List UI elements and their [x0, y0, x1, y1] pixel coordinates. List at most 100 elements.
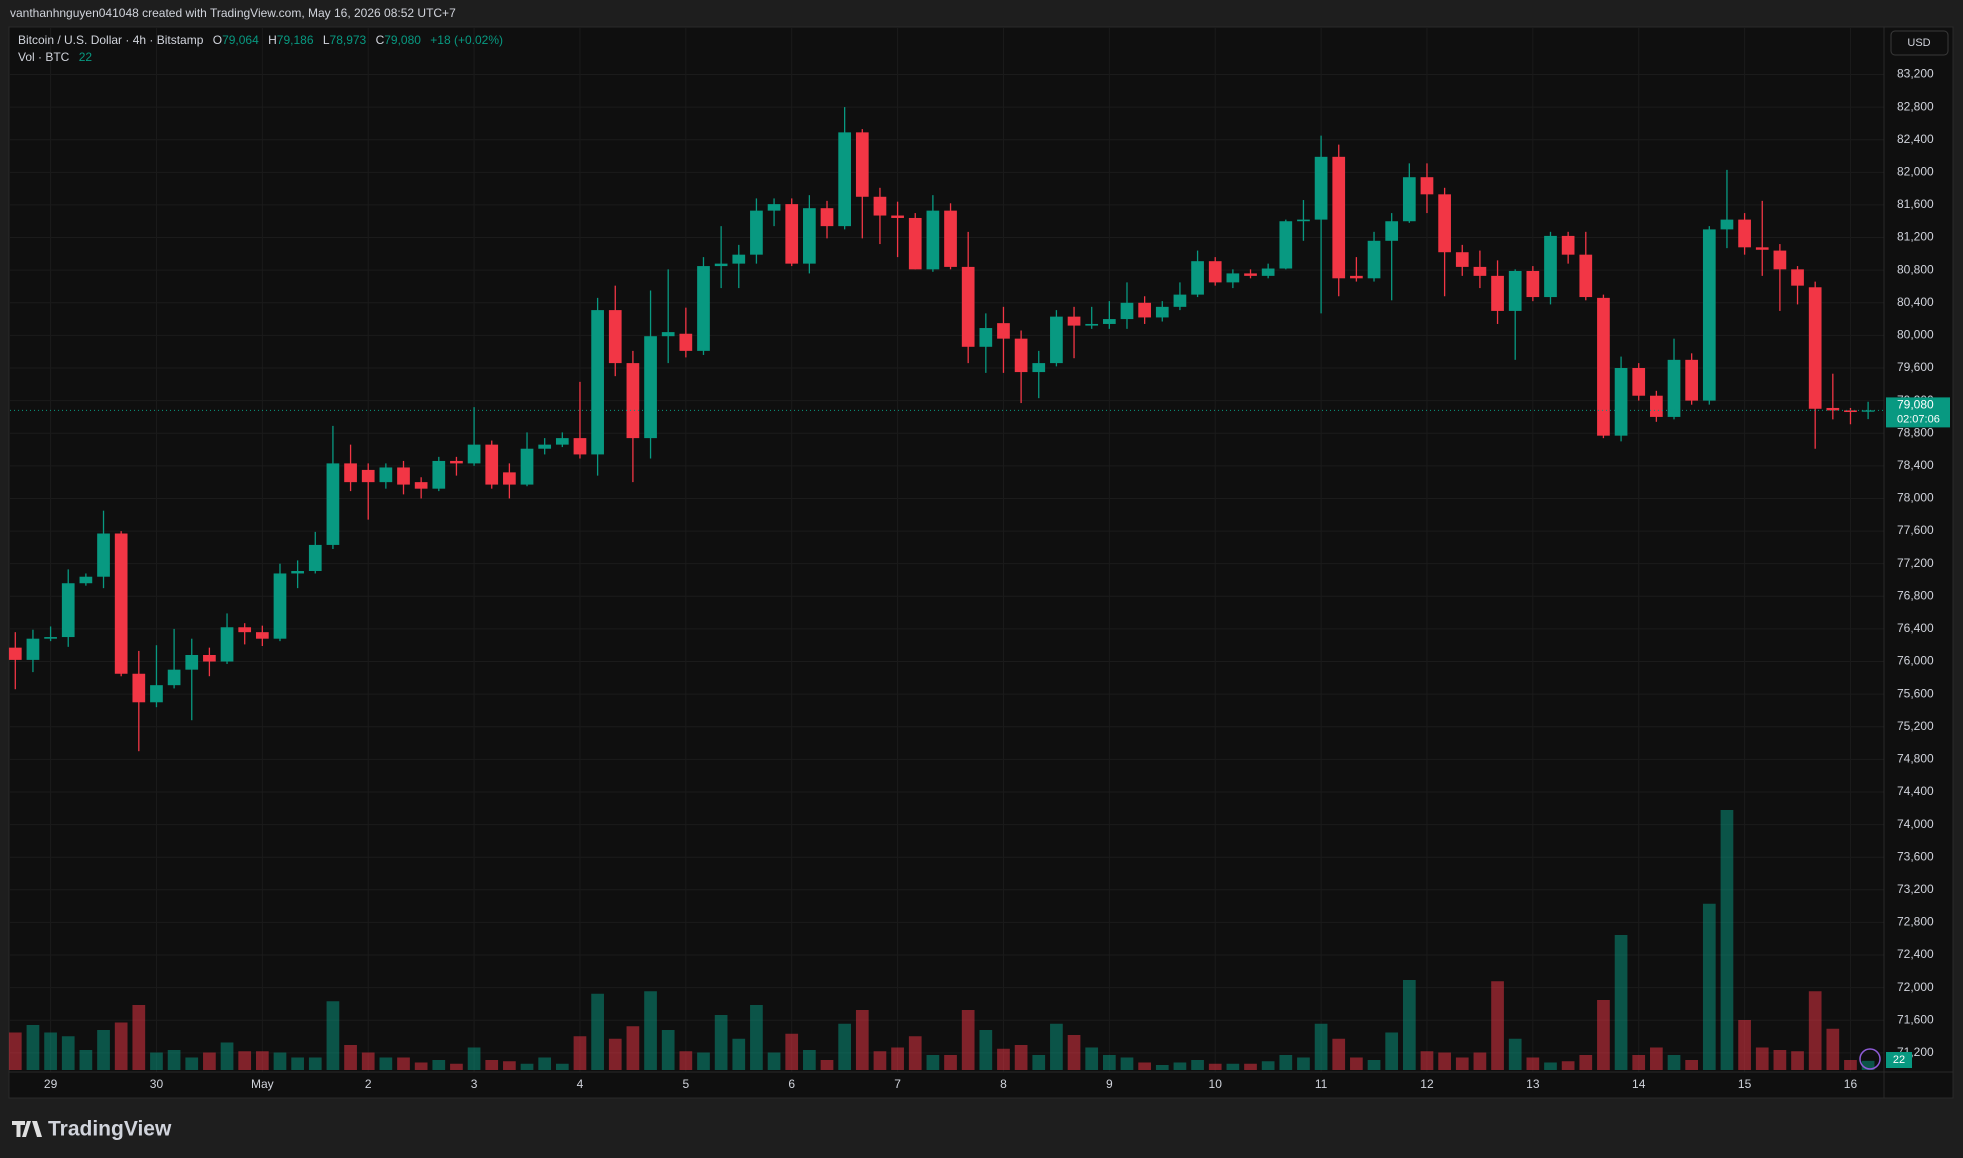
- currency-button[interactable]: [1890, 30, 1949, 56]
- volume-bar: [1032, 1055, 1046, 1070]
- candle-body: [714, 263, 728, 267]
- candle-body: [1173, 294, 1187, 307]
- volume-bar: [697, 1052, 710, 1070]
- volume-bar: [1314, 1023, 1328, 1070]
- y-tick-label: 77,200: [1897, 556, 1934, 570]
- x-tick-label: 9: [1106, 1077, 1113, 1091]
- candle-body: [1755, 247, 1769, 250]
- y-tick-label: 81,600: [1897, 197, 1934, 211]
- volume-bar: [308, 1057, 322, 1070]
- candle-body: [1332, 156, 1346, 279]
- volume-bar: [1367, 1060, 1381, 1070]
- currency-label[interactable]: USD: [1907, 37, 1930, 49]
- candle-body: [661, 332, 675, 337]
- candle-body: [1526, 270, 1540, 298]
- candle-body: [185, 654, 199, 670]
- volume-bar: [1155, 1065, 1169, 1070]
- x-tick-label: 14: [1632, 1077, 1646, 1091]
- y-tick-label: 83,200: [1897, 67, 1934, 81]
- volume-bar: [1844, 1060, 1857, 1070]
- volume-bar: [1491, 981, 1504, 1070]
- volume-legend: Vol · BTC 22: [18, 50, 92, 64]
- volume-bar: [8, 1032, 22, 1070]
- y-tick-label: 73,600: [1897, 849, 1934, 863]
- last-price-label: 79,080: [1897, 398, 1934, 412]
- y-tick-label: 74,800: [1897, 752, 1934, 766]
- candle-body: [1473, 266, 1487, 276]
- volume-bar: [432, 1060, 446, 1070]
- legend-change: +18 (+0.02%): [430, 33, 503, 47]
- legend-key: O: [213, 33, 222, 47]
- candle-body: [308, 544, 322, 572]
- volume-bar: [1632, 1055, 1646, 1070]
- volume-bar: [732, 1038, 746, 1070]
- volume-bar: [838, 1023, 852, 1070]
- volume-bar: [679, 1051, 693, 1070]
- volume-bar: [1050, 1023, 1063, 1070]
- volume-bar: [1579, 1055, 1593, 1070]
- volume-bar: [238, 1051, 252, 1070]
- volume-bar: [1685, 1060, 1699, 1070]
- volume-bar: [767, 1052, 781, 1070]
- candle-body: [1032, 363, 1046, 373]
- x-tick-label: 5: [682, 1077, 689, 1091]
- candle-body: [1014, 338, 1028, 373]
- volume-bar: [997, 1048, 1010, 1070]
- candle-body: [1861, 410, 1875, 412]
- volume-bar: [750, 1005, 763, 1070]
- volume-bar: [44, 1032, 57, 1070]
- candle-body: [626, 363, 640, 439]
- candle-body: [238, 627, 252, 633]
- candle-body: [555, 438, 569, 445]
- volume-bar: [855, 1010, 869, 1070]
- last-price-box: [1886, 397, 1950, 428]
- volume-bar: [538, 1057, 552, 1070]
- volume-bar: [1420, 1051, 1434, 1070]
- candle-body: [1208, 261, 1222, 283]
- y-tick-label: 76,800: [1897, 588, 1934, 602]
- volume-bar: [1261, 1061, 1275, 1070]
- volume-value: 22: [79, 50, 93, 64]
- volume-bar: [1861, 1060, 1875, 1070]
- volume-bar: [1755, 1047, 1769, 1070]
- candle-body: [979, 328, 993, 347]
- y-tick-label: 82,400: [1897, 132, 1934, 146]
- legend-key: L: [323, 33, 330, 47]
- volume-bar: [414, 1062, 428, 1070]
- volume-bar: [1561, 1061, 1575, 1070]
- y-tick-label: 76,000: [1897, 654, 1934, 668]
- candle-body: [1120, 302, 1134, 320]
- candle-body: [679, 333, 693, 351]
- candle-body: [1314, 156, 1328, 220]
- volume-bar: [185, 1057, 199, 1070]
- volume-bar: [961, 1010, 975, 1070]
- volume-bar: [714, 1015, 728, 1070]
- x-tick-label: 16: [1844, 1077, 1858, 1091]
- x-tick-label: 13: [1526, 1077, 1540, 1091]
- candle-body: [644, 336, 657, 439]
- candle-body: [97, 533, 110, 577]
- candle-body: [538, 444, 552, 449]
- volume-bar: [1226, 1063, 1240, 1070]
- volume-bar: [1597, 1000, 1610, 1070]
- volume-bar: [397, 1057, 410, 1070]
- volume-bar: [1438, 1052, 1451, 1070]
- legend-value: 79,080: [384, 33, 421, 47]
- candle-body: [944, 210, 957, 267]
- volume-name: Vol · BTC: [18, 50, 70, 64]
- y-tick-label: 71,600: [1897, 1012, 1934, 1026]
- candle-body: [732, 254, 746, 264]
- volume-bar: [1791, 1051, 1804, 1070]
- x-tick-label: 4: [577, 1077, 584, 1091]
- volume-bar: [626, 1026, 640, 1070]
- candle-body: [291, 571, 304, 574]
- candle-body: [1155, 306, 1169, 318]
- volume-bar: [661, 1030, 675, 1070]
- volume-bar: [26, 1025, 40, 1070]
- candle-body: [361, 469, 375, 483]
- y-tick-label: 75,200: [1897, 719, 1934, 733]
- volume-bar: [379, 1057, 393, 1070]
- candle-body: [873, 196, 887, 216]
